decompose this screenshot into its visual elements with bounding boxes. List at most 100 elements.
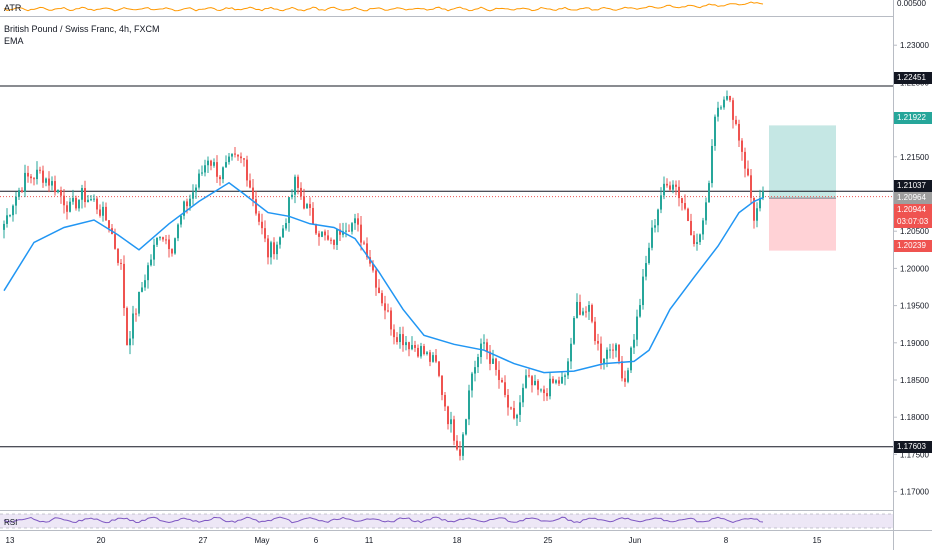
candle [402, 326, 404, 352]
candle [60, 186, 62, 204]
candle-body [24, 172, 26, 192]
candle-body [180, 215, 182, 225]
candle-body [60, 190, 62, 196]
candle [705, 197, 707, 225]
candle [267, 235, 269, 265]
candle [6, 208, 8, 228]
candle [507, 389, 509, 416]
candle-body [678, 186, 680, 199]
candle-body [585, 311, 587, 313]
candle [588, 301, 590, 320]
candle-body [498, 369, 500, 381]
candle-body [609, 349, 611, 351]
candle-body [447, 406, 449, 425]
candle [231, 153, 233, 161]
candle [483, 334, 485, 351]
candle-body [273, 242, 275, 255]
candle [72, 189, 74, 205]
candle [36, 161, 38, 185]
candle-body [393, 329, 395, 338]
candle [696, 233, 698, 251]
candle-body [66, 205, 68, 212]
candle-body [552, 378, 554, 383]
candle [540, 388, 542, 393]
candle-body [348, 230, 350, 232]
candle [414, 340, 416, 352]
candle [180, 214, 182, 228]
candle-body [69, 201, 71, 212]
x-tick-label: 27 [199, 536, 208, 545]
candle-body [36, 169, 38, 180]
candle-body [537, 380, 539, 390]
candle [48, 171, 50, 193]
candle [396, 332, 398, 345]
candle-body [267, 238, 269, 258]
candle [573, 316, 575, 346]
candle-body [693, 235, 695, 244]
candle-body [561, 376, 563, 384]
candle-body [702, 220, 704, 235]
candle [174, 237, 176, 255]
candle-body [288, 197, 290, 224]
candle [552, 376, 554, 384]
candle [21, 187, 23, 194]
candle-body [558, 380, 560, 384]
candle [525, 369, 527, 389]
candle [570, 337, 572, 370]
candle [312, 202, 314, 224]
candle-body [96, 198, 98, 210]
candle-body [618, 344, 620, 362]
candle [660, 187, 662, 214]
candle [486, 338, 488, 360]
candle [618, 344, 620, 365]
candle [117, 248, 119, 266]
candle [237, 154, 239, 161]
ema-title: EMA [4, 36, 24, 46]
candle-body [294, 176, 296, 195]
candle [168, 234, 170, 258]
candle-body [762, 191, 764, 199]
candle-body [351, 223, 353, 232]
candle-body [543, 389, 545, 394]
candle-body [534, 380, 536, 386]
candle-body [201, 172, 203, 174]
candle-body [483, 342, 485, 344]
y-tick-label: 1.23000 [900, 41, 929, 50]
candle-body [363, 242, 365, 244]
candle [18, 187, 20, 200]
candle-body [102, 206, 104, 216]
candle [309, 197, 311, 216]
candle-body [750, 175, 752, 198]
candle-body [63, 195, 65, 206]
candle-body [189, 198, 191, 207]
candle [387, 303, 389, 313]
y-tick-label: 1.18500 [900, 376, 929, 385]
candle [192, 184, 194, 205]
close-price-label: 1.20964 [894, 192, 932, 204]
candle [582, 307, 584, 316]
candle [243, 158, 245, 167]
candle-body [465, 419, 467, 435]
candle-body [216, 162, 218, 177]
candle [408, 341, 410, 357]
candle [204, 159, 206, 177]
candle [84, 180, 86, 208]
position-zones [769, 125, 836, 251]
candle-body [426, 352, 428, 355]
candle-body [225, 162, 227, 168]
candle-body [606, 349, 608, 359]
candle-body [21, 190, 23, 192]
candle-body [462, 434, 464, 456]
candle [657, 208, 659, 233]
candle-body [687, 208, 689, 221]
candle [504, 375, 506, 398]
candle [597, 333, 599, 351]
candle-body [162, 237, 164, 240]
candle [753, 197, 755, 229]
candle-body [48, 178, 50, 186]
atr-title: ATR [4, 3, 22, 13]
candle [702, 217, 704, 240]
candle-body [660, 195, 662, 210]
